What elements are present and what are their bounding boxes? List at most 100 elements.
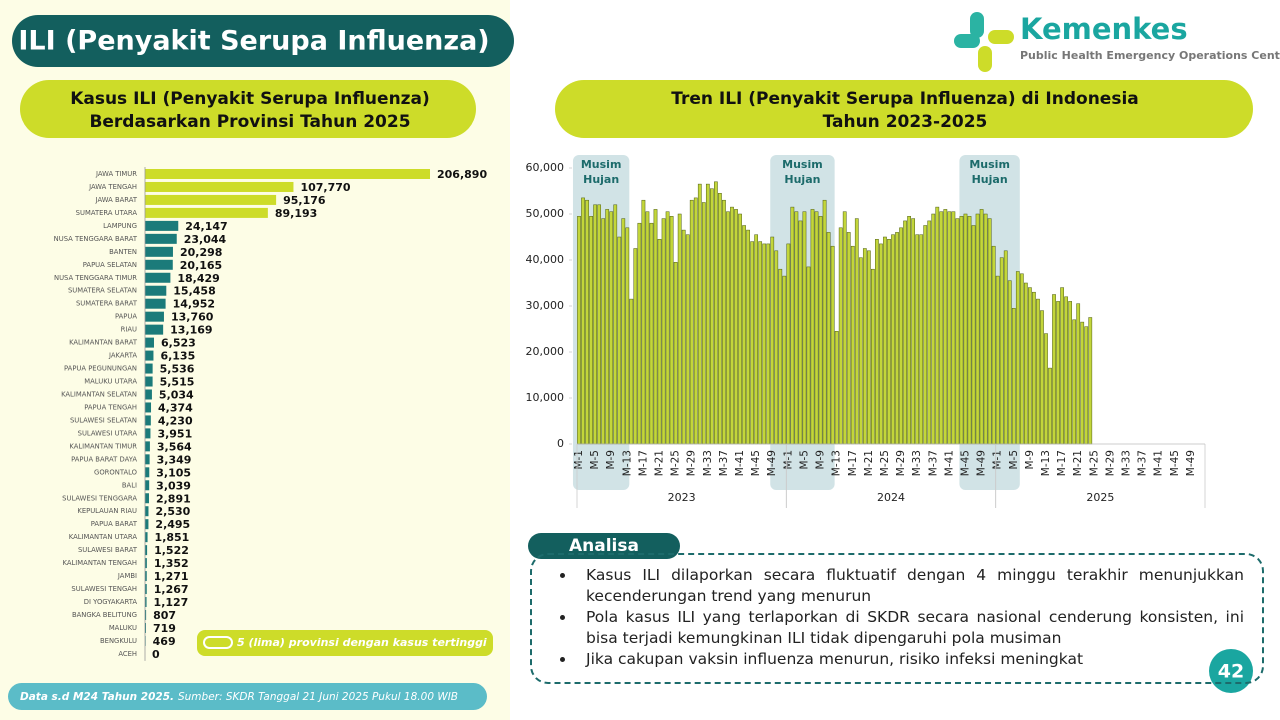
value-label: 13,169 (170, 324, 212, 337)
bar (794, 211, 799, 445)
value-label: 20,298 (180, 246, 222, 259)
chart-title: Kasus ILI (Penyakit Serupa Influenza) (70, 89, 430, 109)
bar (778, 268, 783, 445)
x-tick-label: M-41 (943, 450, 955, 476)
bar (1007, 280, 1012, 445)
bar (625, 227, 630, 445)
bar (923, 225, 928, 445)
bar (145, 246, 173, 257)
bar (955, 218, 960, 445)
category-label: KALIMANTAN TENGAH (63, 559, 137, 567)
category-label: KALIMANTAN BARAT (69, 339, 138, 347)
bar (145, 220, 179, 231)
bar (709, 188, 714, 445)
season-label: Musim (969, 158, 1010, 171)
analysis-item: Jika cakupan vaksin influenza menurun, r… (576, 649, 1244, 670)
bar (145, 415, 151, 426)
bar (629, 298, 634, 445)
logo-subtitle: Public Health Emergency Operations Cente… (1020, 49, 1280, 62)
x-tick-label: M-21 (654, 450, 666, 476)
bar (145, 467, 150, 478)
bar (637, 222, 642, 445)
y-tick-label: 10,000 (526, 391, 565, 404)
bar (145, 558, 147, 569)
bar (1088, 317, 1093, 445)
x-tick-label: M-25 (879, 450, 891, 476)
category-label: NUSA TENGGARA BARAT (54, 235, 138, 243)
chart-title: Berdasarkan Provinsi Tahun 2025 (89, 112, 410, 132)
y-tick-label: 40,000 (526, 253, 565, 266)
bar (1044, 333, 1048, 445)
value-label: 6,135 (160, 350, 195, 363)
bar (145, 480, 150, 491)
bar (145, 207, 268, 218)
y-tick-label: 30,000 (526, 299, 565, 312)
bar (818, 216, 823, 445)
category-label: PAPUA (115, 313, 137, 321)
category-label: LAMPUNG (103, 222, 137, 230)
x-tick-label: M-29 (895, 450, 907, 476)
category-label: SULAWESI UTARA (78, 429, 138, 437)
bar (730, 206, 734, 445)
analysis-list: Kasus ILI dilaporkan secara fluktuatif d… (548, 565, 1244, 670)
bar (657, 239, 662, 445)
x-tick-label: M-13 (1040, 450, 1052, 476)
bar (826, 232, 831, 445)
category-label: SULAWESI BARAT (78, 546, 138, 554)
x-tick-label: M-45 (959, 450, 971, 476)
category-label: SUMATERA BARAT (76, 300, 138, 308)
bar (866, 250, 871, 445)
season-band (770, 155, 835, 490)
x-tick-label: M-41 (1153, 450, 1165, 476)
value-label: 1,271 (154, 570, 189, 583)
bar (931, 213, 936, 445)
x-tick-label: M-29 (686, 450, 698, 476)
bar (838, 227, 843, 445)
season-label: Hujan (784, 173, 820, 186)
y-tick-label: 0 (557, 437, 564, 450)
bar (145, 311, 164, 322)
x-tick-label: M-45 (1169, 450, 1181, 476)
value-label: 1,522 (154, 544, 189, 557)
category-label: KALIMANTAN SELATAN (61, 390, 137, 398)
category-label: JAKARTA (108, 352, 137, 360)
bar (1060, 287, 1064, 445)
bar (649, 222, 654, 445)
bar (895, 232, 899, 445)
bar (1064, 296, 1068, 445)
bar (145, 181, 294, 192)
bar (145, 441, 150, 452)
value-label: 3,039 (156, 479, 191, 492)
bar (665, 211, 670, 445)
category-label: JAWA TENGAH (88, 183, 137, 191)
value-label: 6,523 (161, 337, 196, 350)
category-label: DI YOGYAKARTA (84, 598, 138, 606)
bar (145, 298, 166, 309)
bar (871, 268, 875, 445)
x-tick-label: M-49 (1185, 450, 1197, 476)
category-label: MALUKU UTARA (84, 378, 137, 386)
bar (883, 236, 887, 445)
bar (581, 197, 585, 445)
category-label: PAPUA SELATAN (83, 261, 137, 269)
bar (810, 209, 815, 445)
slide-title: ILI (Penyakit Serupa Influenza) (18, 26, 489, 57)
value-label: 2,530 (155, 505, 190, 518)
bar (891, 234, 895, 445)
bar (597, 204, 602, 445)
value-label: 24,147 (185, 220, 227, 233)
bar (609, 211, 614, 445)
value-label: 107,770 (300, 181, 350, 194)
bar (145, 259, 173, 270)
category-label: MALUKU (109, 624, 137, 632)
bar (971, 225, 976, 445)
bar (1003, 250, 1008, 445)
x-tick-label: M-25 (1088, 450, 1100, 476)
bar (673, 262, 678, 445)
bar (722, 199, 726, 445)
category-label: KALIMANTAN UTARA (69, 533, 138, 541)
bar (1072, 319, 1077, 445)
bar (911, 218, 916, 445)
value-label: 2,891 (156, 492, 191, 505)
bar (653, 209, 658, 445)
